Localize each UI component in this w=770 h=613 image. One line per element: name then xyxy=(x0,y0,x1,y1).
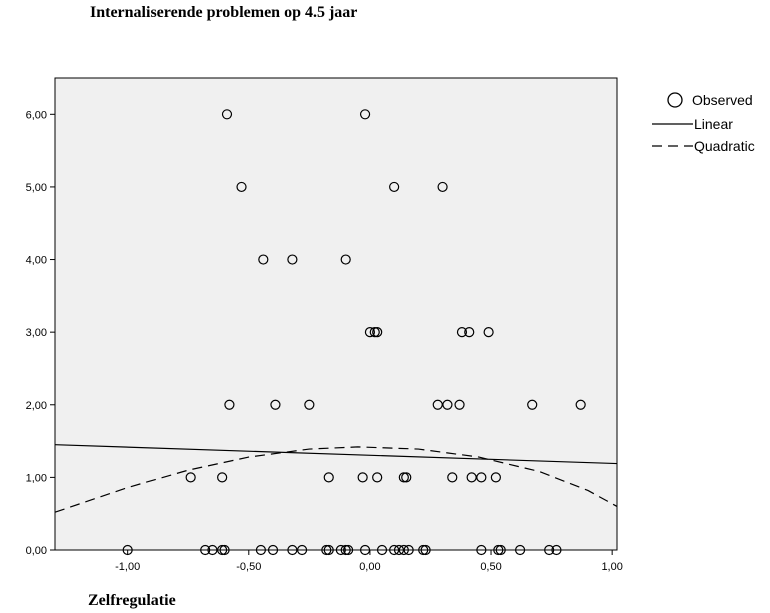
x-tick-label: 1,00 xyxy=(601,561,622,573)
y-tick-label: 0,00 xyxy=(26,545,47,557)
y-tick-label: 1,00 xyxy=(26,472,47,484)
x-tick-label: 0,00 xyxy=(359,561,380,573)
legend-quadratic-label: Quadratic xyxy=(694,138,755,154)
y-tick-label: 2,00 xyxy=(26,400,47,412)
legend-observed-label: Observed xyxy=(692,92,753,108)
y-axis: 0,00 1,00 2,00 3,00 4,00 5,00 6,00 xyxy=(26,109,55,557)
y-tick-label: 3,00 xyxy=(26,327,47,339)
x-tick-label: -1,00 xyxy=(115,561,140,573)
x-axis-label: Zelfregulatie xyxy=(88,592,176,610)
y-tick-label: 5,00 xyxy=(26,182,47,194)
scatter-chart: 0,00 1,00 2,00 3,00 4,00 5,00 6,00 -1,00 -0,50 0… xyxy=(0,0,770,590)
legend: Observed Linear Quadratic xyxy=(652,92,755,154)
plot-area xyxy=(55,78,617,550)
legend-linear-label: Linear xyxy=(694,116,733,132)
y-tick-label: 4,00 xyxy=(26,255,47,267)
y-tick-label: 6,00 xyxy=(26,109,47,121)
x-tick-label: -0,50 xyxy=(236,561,261,573)
x-tick-label: 0,50 xyxy=(480,561,501,573)
legend-observed-marker xyxy=(668,93,682,107)
